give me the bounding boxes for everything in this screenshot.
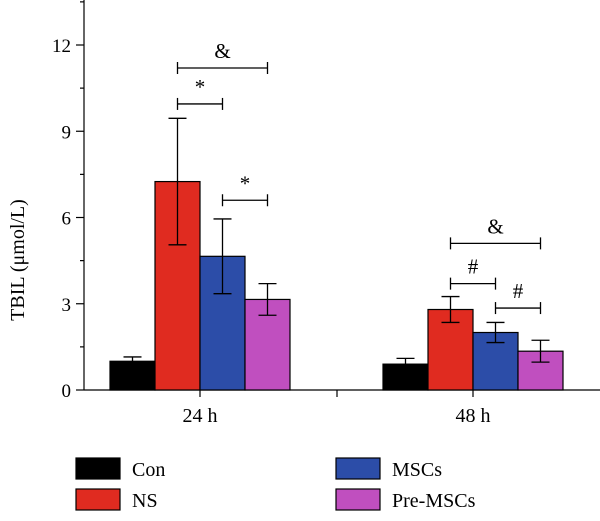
axes: 0 3 6 9 12 24 h 48 h — [52, 0, 600, 427]
x-category-label: 48 h — [456, 405, 491, 427]
legend: Con NS MSCs Pre-MSCs — [75, 457, 476, 512]
sig-label: & — [487, 214, 503, 238]
sig-label: * — [240, 171, 251, 195]
y-tick-label: 6 — [62, 209, 72, 230]
legend-swatch — [335, 457, 381, 480]
sig-label: & — [214, 39, 230, 63]
y-tick-label: 3 — [62, 295, 72, 316]
legend-swatch — [75, 457, 121, 480]
sig-label: # — [468, 255, 479, 279]
legend-swatch — [75, 488, 121, 511]
x-category-label: 24 h — [183, 405, 218, 427]
sig-label: * — [195, 75, 206, 99]
bars — [109, 117, 564, 391]
legend-label: Pre-MSCs — [392, 490, 476, 512]
y-tick-label: 9 — [62, 122, 72, 143]
legend-label: NS — [132, 490, 158, 512]
sig-label: # — [513, 279, 524, 303]
y-tick-label: 12 — [52, 36, 71, 57]
y-tick-label: 0 — [62, 381, 72, 402]
legend-label: MSCs — [392, 459, 442, 481]
legend-swatch — [335, 488, 381, 511]
significance-annotations: &**&## — [176, 39, 542, 315]
y-axis-title: TBIL (μmol/L) — [7, 199, 29, 321]
legend-label: Con — [132, 459, 165, 481]
